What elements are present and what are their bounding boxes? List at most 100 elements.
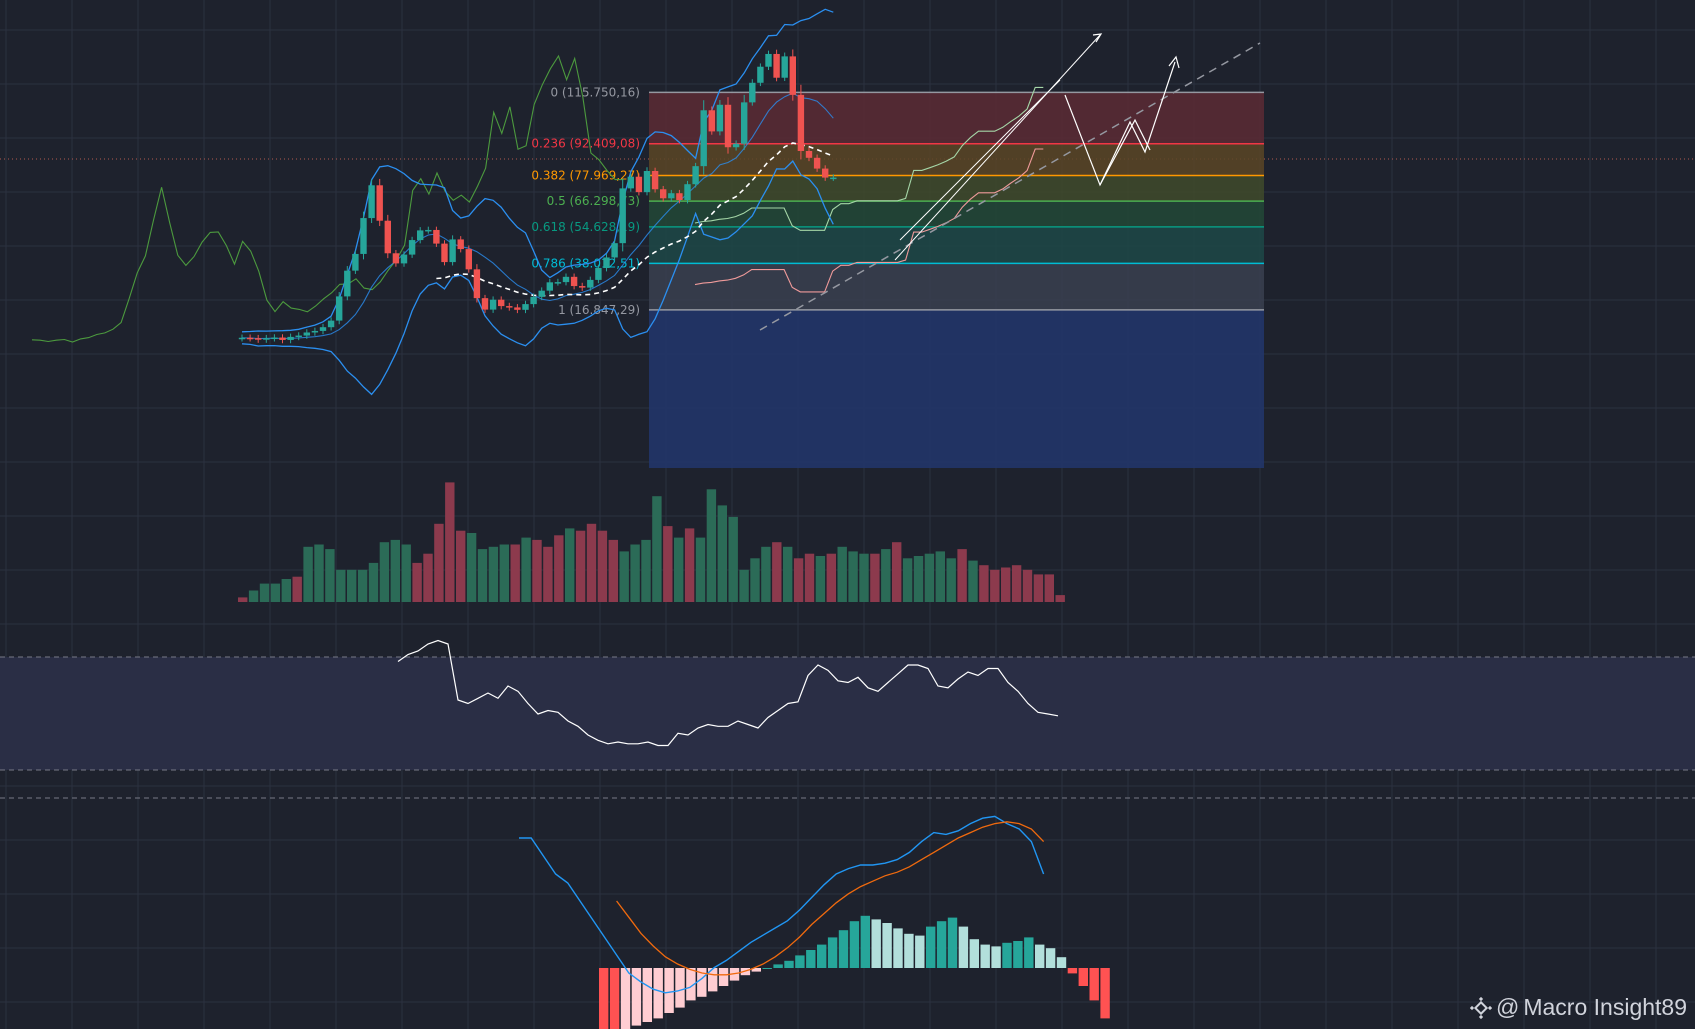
volume-bar[interactable] bbox=[946, 558, 956, 602]
candle-body[interactable] bbox=[400, 254, 408, 264]
candle-body[interactable] bbox=[336, 296, 343, 321]
volume-bar[interactable] bbox=[848, 551, 858, 602]
macd-histogram-bar[interactable] bbox=[1045, 948, 1056, 968]
volume-bar[interactable] bbox=[1011, 565, 1022, 602]
candlestick-series[interactable] bbox=[238, 49, 837, 344]
volume-bar[interactable] bbox=[554, 535, 564, 602]
candle-body[interactable] bbox=[789, 56, 796, 95]
candle-body[interactable] bbox=[765, 53, 772, 67]
macd-histogram-bar[interactable] bbox=[980, 944, 990, 968]
macd-histogram-bar[interactable] bbox=[827, 937, 838, 968]
volume-bar[interactable] bbox=[586, 523, 597, 602]
volume-bar[interactable] bbox=[314, 544, 324, 603]
candle-body[interactable] bbox=[246, 337, 254, 340]
macd-histogram-bar[interactable] bbox=[1002, 942, 1012, 968]
volume-bar[interactable] bbox=[826, 553, 836, 602]
candle-body[interactable] bbox=[295, 335, 302, 338]
candle-body[interactable] bbox=[311, 330, 319, 333]
candle-body[interactable] bbox=[327, 320, 335, 328]
candle-body[interactable] bbox=[408, 240, 416, 255]
volume-bar[interactable] bbox=[477, 549, 488, 602]
volume-bar[interactable] bbox=[706, 489, 717, 602]
macd-histogram-bar[interactable] bbox=[686, 968, 696, 1001]
candle-body[interactable] bbox=[805, 150, 813, 158]
macd-histogram-bar[interactable] bbox=[947, 917, 958, 968]
candle-body[interactable] bbox=[627, 176, 634, 189]
macd-histogram-bar[interactable] bbox=[1078, 968, 1088, 986]
candle-body[interactable] bbox=[635, 176, 643, 193]
macd-histogram-bar[interactable] bbox=[936, 921, 947, 968]
volume-bar[interactable] bbox=[979, 565, 989, 602]
candle-body[interactable] bbox=[716, 104, 724, 132]
volume-bar[interactable] bbox=[750, 558, 760, 602]
volume-bar[interactable] bbox=[423, 553, 433, 602]
volume-bar[interactable] bbox=[652, 496, 662, 602]
volume-bar[interactable] bbox=[248, 590, 259, 603]
macd-histogram-bar[interactable] bbox=[620, 968, 631, 1029]
volume-bar[interactable] bbox=[292, 576, 302, 602]
volume-bar[interactable] bbox=[870, 553, 880, 602]
volume-bar[interactable] bbox=[325, 549, 335, 602]
volume-bar[interactable] bbox=[739, 569, 749, 602]
macd-histogram-bar[interactable] bbox=[784, 960, 794, 968]
candle-body[interactable] bbox=[749, 82, 756, 103]
volume-bar[interactable] bbox=[695, 537, 706, 602]
candle-body[interactable] bbox=[822, 168, 829, 178]
candle-body[interactable] bbox=[595, 268, 602, 280]
volume-bar[interactable] bbox=[357, 569, 368, 602]
candle-body[interactable] bbox=[522, 304, 529, 310]
volume-bar[interactable] bbox=[401, 544, 411, 603]
candle-body[interactable] bbox=[651, 171, 659, 190]
volume-bar[interactable] bbox=[804, 553, 815, 602]
candle-body[interactable] bbox=[732, 143, 740, 148]
macd-panel[interactable] bbox=[519, 815, 1110, 1029]
volume-bar[interactable] bbox=[521, 537, 531, 602]
volume-bar[interactable] bbox=[1033, 574, 1044, 602]
candle-body[interactable] bbox=[279, 337, 286, 340]
volume-bar[interactable] bbox=[881, 549, 891, 602]
macd-histogram-bar[interactable] bbox=[1089, 968, 1099, 1001]
volume-bar[interactable] bbox=[772, 542, 782, 602]
volume-bar[interactable] bbox=[259, 583, 270, 602]
macd-histogram-bar[interactable] bbox=[958, 926, 969, 968]
macd-histogram-bar[interactable] bbox=[773, 964, 783, 968]
volume-bar[interactable] bbox=[575, 530, 586, 602]
macd-histogram-bar[interactable] bbox=[729, 968, 740, 981]
macd-histogram-bar[interactable] bbox=[599, 968, 609, 1029]
candle-body[interactable] bbox=[498, 299, 505, 307]
macd-histogram-bar[interactable] bbox=[653, 968, 663, 1019]
macd-histogram-bar[interactable] bbox=[675, 968, 685, 1008]
candle-body[interactable] bbox=[611, 243, 618, 258]
volume-bar[interactable] bbox=[663, 526, 673, 602]
candle-body[interactable] bbox=[392, 253, 400, 264]
macd-histogram-bar[interactable] bbox=[806, 950, 816, 968]
volume-bar[interactable] bbox=[347, 569, 357, 602]
trend-line[interactable] bbox=[759, 42, 1261, 331]
macd-histogram-bar[interactable] bbox=[817, 944, 827, 968]
macd-histogram-bar[interactable] bbox=[904, 933, 914, 968]
volume-bar[interactable] bbox=[1022, 569, 1033, 602]
volume-bar[interactable] bbox=[390, 539, 400, 602]
volume-bar[interactable] bbox=[445, 482, 455, 602]
volume-bar[interactable] bbox=[281, 579, 291, 602]
volume-bar[interactable] bbox=[532, 539, 542, 602]
volume-bar[interactable] bbox=[270, 583, 281, 602]
candle-body[interactable] bbox=[554, 282, 562, 284]
volume-bar[interactable] bbox=[793, 558, 804, 602]
candle-body[interactable] bbox=[457, 239, 464, 250]
volume-bar[interactable] bbox=[859, 553, 869, 602]
volume-bar[interactable] bbox=[434, 523, 444, 602]
volume-bar[interactable] bbox=[674, 537, 684, 602]
candle-body[interactable] bbox=[271, 337, 278, 340]
macd-histogram-bar[interactable] bbox=[751, 968, 761, 972]
macd-histogram-bar[interactable] bbox=[1067, 968, 1078, 974]
candle-body[interactable] bbox=[384, 220, 391, 254]
macd-histogram-bar[interactable] bbox=[849, 921, 860, 968]
volume-panel[interactable] bbox=[238, 482, 1065, 602]
macd-histogram-bar[interactable] bbox=[762, 968, 772, 969]
volume-bar[interactable] bbox=[499, 544, 509, 603]
macd-histogram-bar[interactable] bbox=[795, 955, 805, 968]
volume-bar[interactable] bbox=[957, 549, 967, 602]
macd-histogram-bar[interactable] bbox=[838, 930, 849, 968]
